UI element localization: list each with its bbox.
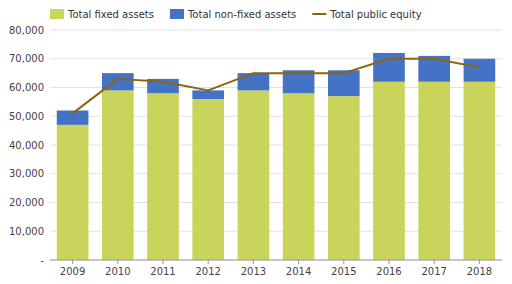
x-tick [208, 260, 209, 264]
bar [147, 93, 179, 260]
y-tick-label: 60,000 [9, 82, 44, 93]
legend-swatch [312, 13, 326, 15]
x-tick [479, 260, 480, 264]
x-tick-label: 2011 [150, 266, 175, 277]
x-tick-label: 2014 [286, 266, 311, 277]
bar [464, 82, 496, 260]
bar [102, 90, 134, 260]
x-tick-label: 2015 [331, 266, 356, 277]
bar [373, 82, 405, 260]
x-tick [253, 260, 254, 264]
chart: - 10,000 20,000 30,000 40,000 50,000 60,000 70,… [0, 0, 512, 284]
y-tick-label: - [40, 255, 44, 266]
x-tick-label: 2013 [241, 266, 266, 277]
x-tick-label: 2018 [467, 266, 492, 277]
bar [238, 73, 270, 90]
x-tick-label: 2012 [195, 266, 220, 277]
legend-swatch [50, 9, 64, 19]
x-tick-label: 2009 [60, 266, 85, 277]
bar [283, 93, 315, 260]
grid-line [50, 30, 502, 31]
x-tick [163, 260, 164, 264]
x-tick-label: 2017 [421, 266, 446, 277]
x-tick [389, 260, 390, 264]
y-tick-label: 40,000 [9, 140, 44, 151]
legend-label: Total fixed assets [67, 9, 154, 20]
bar [328, 70, 360, 96]
bar [57, 125, 89, 260]
y-tick-label: 20,000 [9, 197, 44, 208]
x-tick-label: 2010 [105, 266, 130, 277]
legend: Total fixed assets Total non-fixed assets… [50, 9, 422, 20]
bar [464, 59, 496, 82]
y-tick-label: 50,000 [9, 111, 44, 122]
x-tick [434, 260, 435, 264]
bar [192, 90, 224, 99]
legend-label: Total public equity [329, 9, 421, 20]
bar [238, 90, 270, 260]
y-tick-label: 70,000 [9, 53, 44, 64]
y-tick-label: 10,000 [9, 226, 44, 237]
x-tick [117, 260, 118, 264]
bar [373, 53, 405, 82]
x-tick [298, 260, 299, 264]
legend-label: Total non-fixed assets [187, 9, 296, 20]
grid [50, 30, 502, 260]
legend-swatch [170, 9, 184, 19]
x-tick-label: 2016 [376, 266, 401, 277]
bar [328, 96, 360, 260]
bar [192, 99, 224, 260]
y-tick-label: 30,000 [9, 168, 44, 179]
y-tick-label: 80,000 [9, 25, 44, 36]
x-tick [72, 260, 73, 264]
line [73, 59, 480, 114]
bar [418, 82, 450, 260]
x-tick [343, 260, 344, 264]
plot-area [57, 53, 495, 260]
